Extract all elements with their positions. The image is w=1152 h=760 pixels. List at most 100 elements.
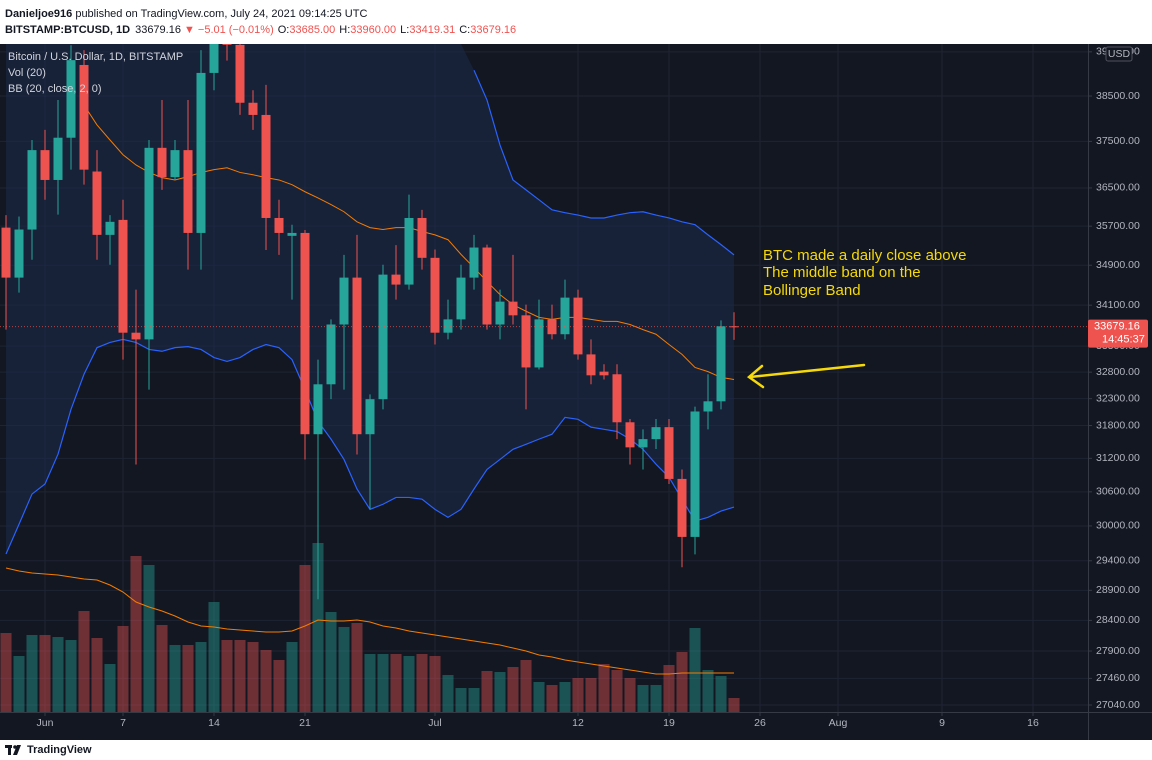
bb-lower-line (5, 338, 735, 555)
candle-body (352, 277, 362, 435)
candle-body (443, 319, 453, 333)
candle-body (365, 399, 375, 435)
x-tick-label: 26 (754, 717, 766, 729)
x-tick-label: 12 (572, 717, 584, 729)
y-tick-label: 32300.00 (1096, 392, 1140, 404)
volume-bar (715, 676, 727, 712)
volume-bar (182, 645, 194, 712)
volume-bar (598, 664, 610, 712)
volume-bar (403, 656, 415, 712)
candle-body (625, 422, 635, 448)
annotation-arrow (746, 363, 866, 389)
volume-bar (624, 678, 636, 712)
candle-body (378, 274, 388, 400)
y-tick-label: 27460.00 (1096, 672, 1140, 684)
candle-body (677, 478, 687, 537)
legend-entry: BB (20, close, 2, 0) (8, 83, 102, 95)
candle-body (495, 301, 505, 325)
candle-body (560, 297, 570, 335)
y-tick-label: 35700.00 (1096, 220, 1140, 232)
volume-bar (143, 565, 155, 712)
bb-upper-line (473, 70, 735, 256)
volume-bar (221, 640, 233, 712)
x-tick-label: 7 (120, 717, 126, 729)
volume-bar (78, 611, 90, 712)
candle-body (456, 277, 466, 320)
volume-bar (91, 638, 103, 712)
x-tick-label: Jul (428, 717, 441, 729)
volume-bar (364, 654, 376, 712)
y-tick-label: 28900.00 (1096, 584, 1140, 596)
candle-body (404, 217, 414, 285)
volume-bar (247, 642, 259, 712)
candle-body (27, 150, 37, 230)
annotation: The middle band on the (763, 264, 921, 281)
candle-body (690, 411, 700, 537)
annotation: Bollinger Band (763, 282, 861, 299)
candle-body (534, 319, 544, 368)
volume-bar (494, 672, 506, 712)
candle-body (196, 72, 206, 233)
volume-bar (546, 685, 558, 712)
candle-body (417, 217, 427, 258)
y-tick-label: 34100.00 (1096, 299, 1140, 311)
ohlc-key: L: (400, 24, 409, 36)
volume-bar (663, 665, 675, 712)
published: published on TradingView.com, July 24, 2… (72, 8, 367, 20)
ohlc-key: C: (459, 24, 470, 36)
volume-bar (286, 642, 298, 712)
candle-body (469, 247, 479, 278)
candle-body (53, 137, 63, 180)
candle-body (430, 257, 440, 333)
header-line: Danieljoe916 published on TradingView.co… (5, 8, 367, 20)
volume-bar (104, 664, 116, 712)
volume-bar (507, 667, 519, 712)
volume-ma-line (5, 567, 734, 675)
y-tick-label: 31800.00 (1096, 419, 1140, 431)
volume-bar (689, 628, 701, 712)
candle-body (248, 102, 258, 115)
ohlc-value: 33419.31 (409, 24, 455, 36)
x-tick-label: 16 (1027, 717, 1039, 729)
candle-body (92, 171, 102, 235)
volume-bar (455, 688, 467, 712)
volume-bar (468, 688, 480, 712)
volume-bar (234, 640, 246, 712)
volume-bar (702, 670, 714, 712)
candle-body (79, 64, 89, 170)
symbol-line: BITSTAMP:BTCUSD, 1D 33679.16 ▼ −5.01 (−0.0… (5, 24, 516, 36)
change: ▼ −5.01 (−0.01%) (184, 24, 274, 36)
volume-bar (520, 660, 532, 712)
candle-body (118, 219, 128, 333)
volume-bar (533, 682, 545, 712)
ohlc-value: 33679.16 (470, 24, 516, 36)
candle-body (235, 44, 245, 103)
volume-bar (429, 656, 441, 712)
candle-body (131, 332, 141, 340)
volume-bar (351, 623, 363, 712)
x-tick-label: Jun (37, 717, 54, 729)
volume-bar (481, 671, 493, 712)
candle-body (664, 427, 674, 479)
candle-body (651, 427, 661, 440)
last: 33679.16 (135, 24, 181, 36)
candle-body (183, 150, 193, 233)
candle-body (261, 114, 271, 218)
y-tick-label: 37500.00 (1096, 135, 1140, 147)
brand: TradingView (27, 744, 92, 756)
currency: USD (1108, 48, 1131, 60)
candle-body (66, 60, 76, 138)
candle-body (729, 326, 739, 328)
candle-body (287, 232, 297, 236)
candle-body (391, 274, 401, 285)
volume-bar (39, 635, 51, 712)
volume-bar (156, 625, 168, 712)
y-tick-label: 31200.00 (1096, 452, 1140, 464)
y-tick-label: 30000.00 (1096, 520, 1140, 532)
axes: 39500.0038500.0037500.0036500.0035700.00… (37, 46, 1148, 729)
candle-body (209, 44, 219, 73)
plot-area (0, 44, 1088, 712)
volume-bar (208, 602, 220, 712)
x-tick-label: 9 (939, 717, 945, 729)
ohlc-key: O: (278, 24, 290, 36)
